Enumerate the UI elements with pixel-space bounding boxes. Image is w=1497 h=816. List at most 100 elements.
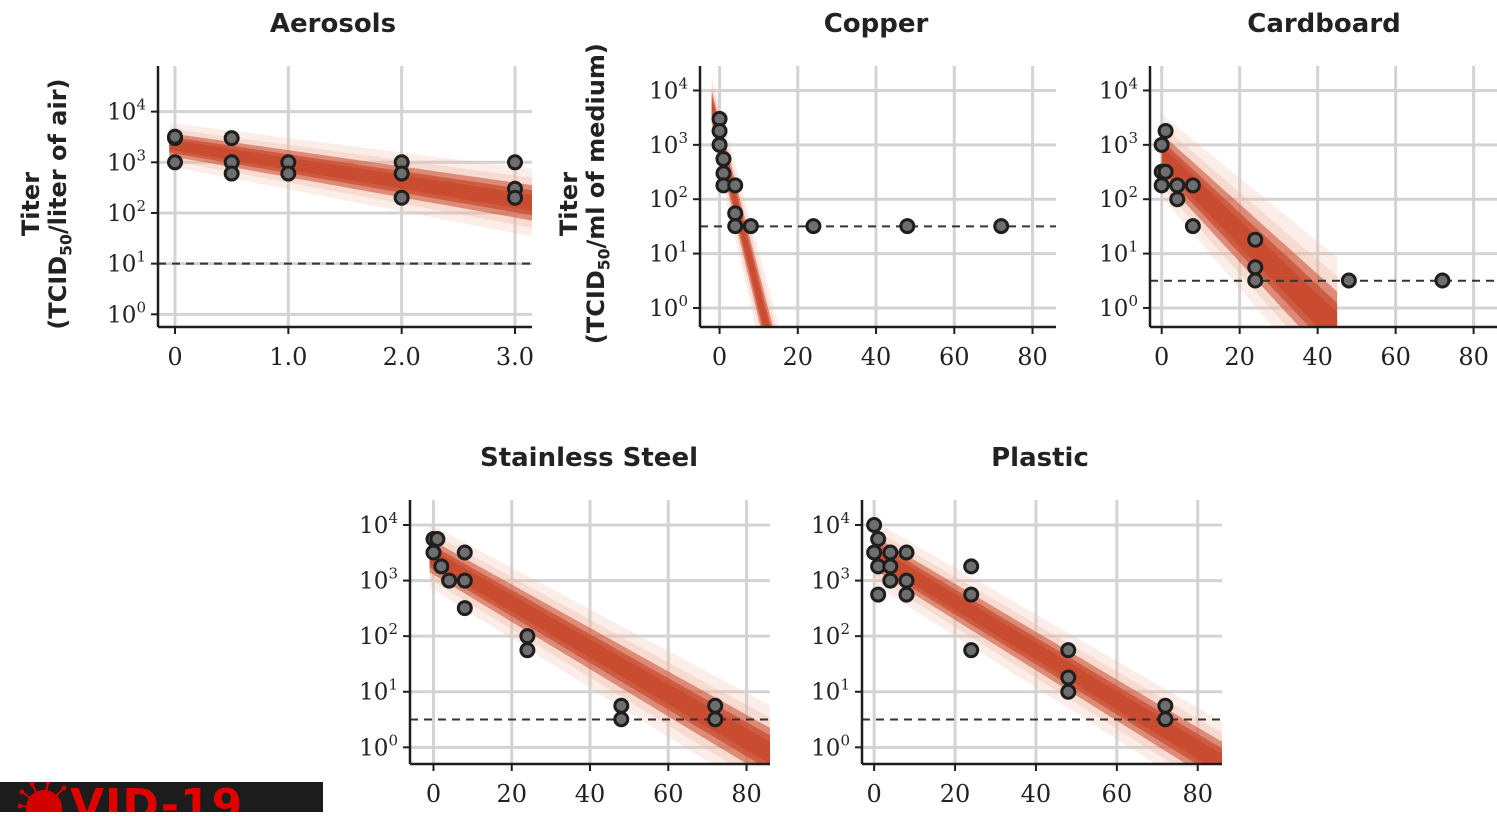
cardboard-data-point <box>1157 163 1174 180</box>
cardboard-data-point <box>1184 177 1201 194</box>
aerosols-ylabel-unit: (TCID50/liter of air) <box>43 78 76 330</box>
plastic-data-point <box>963 642 980 659</box>
aerosols-data-point <box>507 154 523 171</box>
stainless-steel-xtick-label: 40 <box>575 780 606 808</box>
cardboard-data-point <box>1169 191 1186 208</box>
stainless-steel-ytick-label: 104 <box>359 509 398 539</box>
plastic-xtick-label: 60 <box>1102 780 1133 808</box>
aerosols-data-point <box>223 165 240 182</box>
copper-ytick-label: 100 <box>649 292 688 322</box>
cardboard-xtick-label: 20 <box>1224 343 1255 371</box>
cardboard-data-point <box>1169 177 1186 194</box>
stainless-steel-data-point <box>519 642 536 659</box>
copper-band-layer <box>711 90 773 327</box>
plastic-xtick-label: 80 <box>1182 780 1213 808</box>
cardboard-data-point <box>1184 218 1201 235</box>
plastic-ytick-label: 100 <box>811 731 850 761</box>
stainless-steel-fit-band <box>429 523 770 764</box>
cardboard-xtick-label: 80 <box>1458 343 1489 371</box>
plastic-data-point <box>1157 711 1174 728</box>
logo-text: VID-19 <box>70 782 244 813</box>
copper-data-point <box>899 218 916 235</box>
stainless-steel-data-point <box>519 628 536 645</box>
aerosols-data-point <box>167 154 183 171</box>
cardboard-data-point <box>1340 272 1357 289</box>
aerosols-data-point <box>167 128 183 145</box>
aerosols-band-layer <box>169 139 532 211</box>
cardboard-data-point <box>1157 122 1174 139</box>
copper-ytick-label: 103 <box>649 129 688 159</box>
copper-data-point <box>805 218 822 235</box>
virus-icon <box>17 782 67 812</box>
stainless-steel-data-point <box>707 697 724 714</box>
plastic-data-point <box>1060 683 1077 700</box>
copper-ylabel-title: Titer <box>554 171 583 237</box>
plastic-ytick-label: 104 <box>811 509 850 539</box>
aerosols-ytick-label: 104 <box>107 96 146 126</box>
copper-data-point <box>711 122 728 139</box>
cardboard-data-point <box>1247 272 1264 289</box>
copper-ytick-label: 104 <box>649 74 688 104</box>
plastic-data-point <box>1060 642 1077 659</box>
stainless-steel-ytick-label: 101 <box>359 676 398 706</box>
plastic-data-point <box>963 586 980 603</box>
copper-xtick-label: 20 <box>783 343 814 371</box>
copper-ytick-label: 101 <box>649 238 688 268</box>
copper-xtick-label: 60 <box>939 343 970 371</box>
stainless-steel-data-point <box>441 572 458 589</box>
stainless-steel-data-point <box>707 711 724 728</box>
cardboard-ytick-label: 100 <box>1099 292 1138 322</box>
plastic-panel: 0 20 40 60 80 104 103 102 101 100 Plastic <box>811 443 1222 808</box>
plastic-ytick-label: 101 <box>811 676 850 706</box>
plastic-data-point <box>963 558 980 575</box>
plastic-data-point <box>1157 697 1174 714</box>
plastic-data-point <box>870 586 887 603</box>
cardboard-data-point <box>1247 231 1264 248</box>
cardboard-panel: 0 20 40 60 80 104 103 102 101 100 Cardboard <box>1099 9 1497 371</box>
stainless-steel-xtick-label: 80 <box>731 780 762 808</box>
copper-xtick-label: 80 <box>1017 343 1048 371</box>
copper-band-layer <box>711 83 776 327</box>
copper-title: Copper <box>824 9 929 39</box>
cardboard-data-point <box>1153 136 1170 153</box>
stainless-steel-title: Stainless Steel <box>480 443 698 473</box>
aerosols-fit-band <box>169 122 532 237</box>
plastic-data-point <box>1060 669 1077 686</box>
stainless-steel-data-point <box>613 697 630 714</box>
plastic-data-point <box>898 572 915 589</box>
plastic-xtick-label: 0 <box>866 780 881 808</box>
cardboard-ytick-label: 101 <box>1099 238 1138 268</box>
covid-19-logo: VID-19 <box>0 782 323 812</box>
stainless-steel-data-point <box>613 711 630 728</box>
stainless-steel-data-point <box>425 544 442 561</box>
aerosols-ylabel: Titer (TCID50/liter of air) <box>17 64 76 344</box>
copper-xtick-label: 40 <box>861 343 892 371</box>
plastic-title: Plastic <box>991 443 1089 473</box>
aerosols-panel: 0 1.0 2.0 3.0 104 103 102 101 100 Aerosols <box>107 9 534 371</box>
copper-ylabel: Titer (TCID50/ml of medium) <box>554 43 614 344</box>
aerosols-data-point <box>393 189 410 206</box>
stainless-steel-ytick-label: 103 <box>359 565 398 595</box>
cardboard-data-point <box>1247 259 1264 276</box>
aerosols-data-point <box>507 189 523 206</box>
copper-data-point <box>742 218 759 235</box>
stainless-steel-data-point <box>429 531 446 548</box>
copper-data-point <box>727 177 744 194</box>
stainless-steel-ytick-label: 100 <box>359 731 398 761</box>
plastic-data-point <box>870 531 887 548</box>
aerosols-xtick-label: 0 <box>167 343 182 371</box>
plastic-ytick-label: 103 <box>811 565 850 595</box>
plastic-band-layer <box>874 545 1222 764</box>
copper-data-point <box>715 150 732 167</box>
stainless-steel-data-point <box>456 572 473 589</box>
cardboard-xtick-label: 60 <box>1380 343 1411 371</box>
cardboard-ytick-label: 104 <box>1099 74 1138 104</box>
cardboard-ytick-label: 103 <box>1099 129 1138 159</box>
aerosols-ytick-label: 101 <box>107 248 146 278</box>
copper-data-point <box>727 205 744 222</box>
stainless-steel-xtick-label: 20 <box>496 780 527 808</box>
copper-data-point <box>727 218 744 235</box>
stainless-steel-panel: 0 20 40 60 80 104 103 102 101 100 Stainless Steel <box>359 443 770 808</box>
stainless-steel-xtick-label: 60 <box>653 780 684 808</box>
